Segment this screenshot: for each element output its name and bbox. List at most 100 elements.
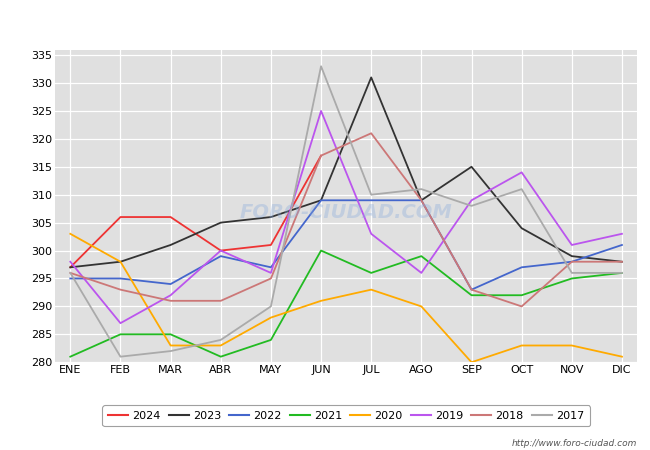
2022	[66, 276, 74, 281]
2021	[518, 292, 526, 298]
2023	[116, 259, 124, 265]
2021	[568, 276, 576, 281]
2022	[217, 253, 225, 259]
2018	[267, 276, 275, 281]
2024	[166, 214, 174, 220]
2017	[116, 354, 124, 360]
2018	[217, 298, 225, 303]
2022	[166, 281, 174, 287]
2020	[618, 354, 626, 360]
2018	[518, 304, 526, 309]
2019	[166, 292, 174, 298]
2023	[467, 164, 475, 170]
2017	[417, 186, 425, 192]
2020	[467, 360, 475, 365]
2018	[618, 259, 626, 265]
2020	[367, 287, 375, 292]
2018	[568, 259, 576, 265]
Text: http://www.foro-ciudad.com: http://www.foro-ciudad.com	[512, 439, 637, 448]
2020	[116, 259, 124, 265]
2021	[166, 332, 174, 337]
2020	[568, 343, 576, 348]
2024	[267, 242, 275, 248]
2019	[467, 198, 475, 203]
2019	[618, 231, 626, 237]
2022	[417, 198, 425, 203]
2017	[317, 63, 325, 69]
2022	[267, 265, 275, 270]
2021	[217, 354, 225, 360]
Line: 2018: 2018	[70, 133, 622, 306]
Line: 2023: 2023	[70, 77, 622, 267]
2021	[367, 270, 375, 275]
2019	[417, 270, 425, 275]
2017	[217, 337, 225, 342]
2019	[217, 248, 225, 253]
2023	[217, 220, 225, 225]
2017	[568, 270, 576, 275]
2024	[66, 265, 74, 270]
2021	[66, 354, 74, 360]
2021	[317, 248, 325, 253]
2019	[66, 259, 74, 265]
Line: 2024: 2024	[70, 156, 321, 267]
2021	[116, 332, 124, 337]
2021	[267, 337, 275, 342]
2024	[217, 248, 225, 253]
2021	[618, 270, 626, 275]
2022	[568, 259, 576, 265]
2019	[568, 242, 576, 248]
2018	[317, 153, 325, 158]
2019	[317, 108, 325, 114]
2023	[518, 225, 526, 231]
2017	[367, 192, 375, 198]
2019	[367, 231, 375, 237]
2022	[367, 198, 375, 203]
2018	[166, 298, 174, 303]
2020	[66, 231, 74, 237]
2017	[267, 304, 275, 309]
2018	[66, 270, 74, 275]
2019	[267, 270, 275, 275]
2023	[618, 259, 626, 265]
2019	[518, 170, 526, 175]
2024	[116, 214, 124, 220]
Line: 2020: 2020	[70, 234, 622, 362]
2020	[217, 343, 225, 348]
2018	[116, 287, 124, 292]
2023	[568, 253, 576, 259]
2018	[467, 287, 475, 292]
2020	[267, 315, 275, 320]
2022	[518, 265, 526, 270]
2017	[66, 270, 74, 275]
2021	[467, 292, 475, 298]
2023	[317, 198, 325, 203]
Line: 2022: 2022	[70, 200, 622, 290]
2017	[618, 270, 626, 275]
2020	[166, 343, 174, 348]
2020	[518, 343, 526, 348]
2023	[166, 242, 174, 248]
Text: Afiliados en Torres de Berrellén a 31/5/2024: Afiliados en Torres de Berrellén a 31/5/…	[144, 14, 506, 33]
2021	[417, 253, 425, 259]
2022	[116, 276, 124, 281]
2022	[317, 198, 325, 203]
2020	[317, 298, 325, 303]
2018	[367, 130, 375, 136]
Line: 2019: 2019	[70, 111, 622, 323]
2017	[518, 186, 526, 192]
2017	[467, 203, 475, 209]
2023	[417, 198, 425, 203]
2017	[166, 348, 174, 354]
2020	[417, 304, 425, 309]
2018	[417, 198, 425, 203]
Text: FORO-CIUDAD.COM: FORO-CIUDAD.COM	[240, 202, 452, 222]
2022	[467, 287, 475, 292]
2019	[116, 320, 124, 326]
Line: 2017: 2017	[70, 66, 622, 357]
Legend: 2024, 2023, 2022, 2021, 2020, 2019, 2018, 2017: 2024, 2023, 2022, 2021, 2020, 2019, 2018…	[103, 405, 590, 427]
2023	[267, 214, 275, 220]
2023	[367, 75, 375, 80]
Line: 2021: 2021	[70, 251, 622, 357]
2024	[317, 153, 325, 158]
